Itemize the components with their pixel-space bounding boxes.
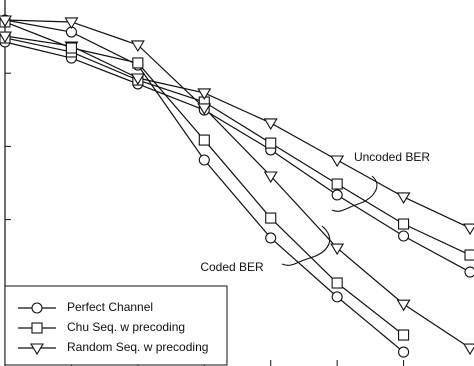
marker xyxy=(331,189,343,201)
series-line xyxy=(4,37,471,256)
marker xyxy=(464,249,474,261)
annotation: Uncoded BER xyxy=(354,150,430,164)
marker xyxy=(398,230,410,242)
marker xyxy=(331,178,343,190)
legend-label: Chu Seq. w precoding xyxy=(67,320,185,334)
marker xyxy=(65,42,77,54)
annotation: Coded BER xyxy=(200,260,264,274)
marker xyxy=(198,134,210,146)
marker xyxy=(396,299,411,312)
marker xyxy=(398,346,410,358)
marker xyxy=(464,266,474,278)
brace xyxy=(331,175,378,212)
marker xyxy=(265,137,277,149)
marker xyxy=(198,154,210,166)
marker xyxy=(331,277,343,289)
marker xyxy=(331,291,343,303)
series-line xyxy=(4,41,471,273)
marker xyxy=(197,88,212,101)
marker xyxy=(263,171,278,184)
marker xyxy=(265,212,277,224)
marker xyxy=(0,15,12,28)
marker xyxy=(0,31,12,44)
marker xyxy=(30,343,44,356)
marker xyxy=(463,343,474,356)
marker xyxy=(64,17,79,30)
series-line xyxy=(4,19,471,349)
marker xyxy=(265,232,277,244)
brace xyxy=(281,225,331,266)
marker xyxy=(263,118,278,131)
marker xyxy=(130,73,145,86)
series-line xyxy=(4,35,471,229)
marker xyxy=(197,103,212,116)
marker xyxy=(398,218,410,230)
marker xyxy=(31,302,43,314)
marker xyxy=(463,223,474,236)
marker xyxy=(396,192,411,205)
marker xyxy=(132,57,144,69)
marker xyxy=(330,155,345,168)
marker xyxy=(330,243,345,256)
marker xyxy=(398,329,410,341)
marker xyxy=(130,40,145,53)
marker xyxy=(31,322,43,334)
legend-label: Perfect Channel xyxy=(67,300,153,314)
legend-label: Random Seq. w precoding xyxy=(67,340,208,354)
